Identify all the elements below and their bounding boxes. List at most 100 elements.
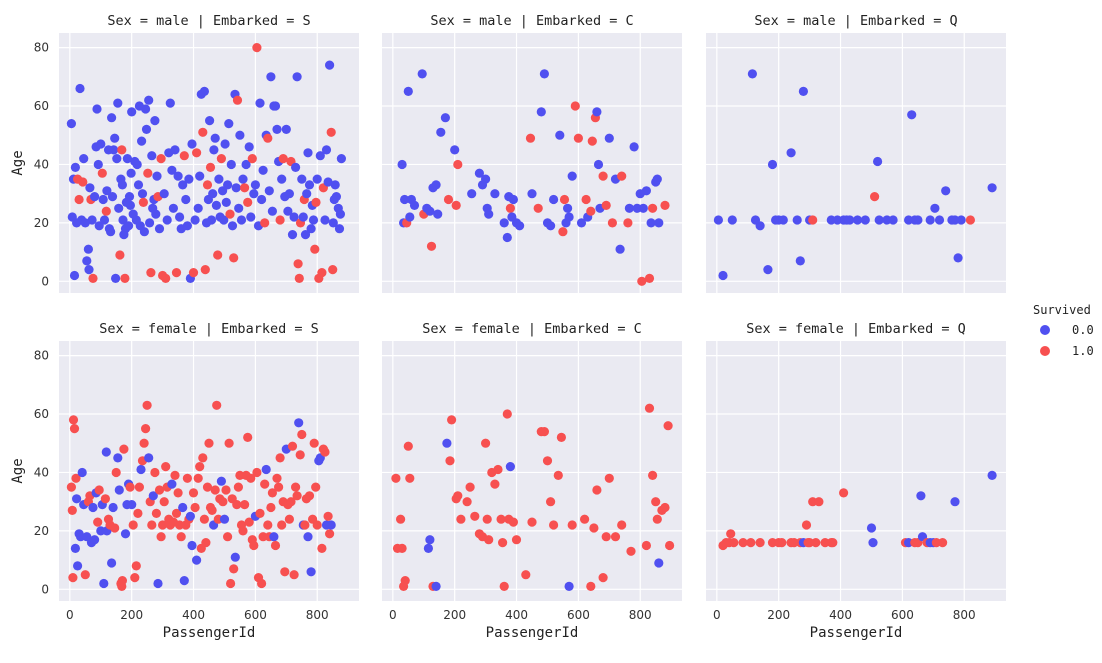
data-point-survived-1 bbox=[100, 494, 110, 504]
data-point-survived-1 bbox=[192, 148, 202, 158]
panel-sex-female-embarked-c: Sex = female | Embarked = C 0 200 400 600 800… bbox=[382, 321, 682, 641]
data-point-survived-0 bbox=[124, 221, 134, 231]
data-point-survived-0 bbox=[132, 159, 142, 170]
legend-title: Survived bbox=[1033, 303, 1091, 317]
y-axis-label: Age bbox=[10, 458, 26, 483]
panel-background bbox=[59, 33, 359, 293]
data-point-survived-0 bbox=[70, 162, 80, 172]
data-point-survived-0 bbox=[778, 215, 788, 225]
data-point-survived-0 bbox=[205, 116, 215, 126]
data-point-survived-1 bbox=[190, 502, 200, 513]
data-point-survived-1 bbox=[119, 444, 129, 454]
data-point-survived-0 bbox=[178, 502, 188, 513]
data-point-survived-0 bbox=[539, 69, 550, 79]
data-point-survived-1 bbox=[511, 535, 522, 545]
data-point-survived-0 bbox=[101, 447, 111, 457]
data-point-survived-0 bbox=[162, 215, 172, 225]
x-tick-label: 800 bbox=[629, 608, 652, 622]
scatter-points bbox=[66, 400, 336, 592]
data-point-survived-1 bbox=[660, 502, 670, 513]
data-point-survived-0 bbox=[546, 221, 556, 231]
data-point-survived-0 bbox=[99, 215, 110, 225]
data-point-survived-1 bbox=[179, 151, 189, 161]
data-point-survived-0 bbox=[874, 215, 884, 225]
y-tick-label: 20 bbox=[34, 524, 49, 538]
data-point-survived-1 bbox=[396, 514, 406, 524]
data-point-survived-1 bbox=[199, 514, 209, 524]
data-point-survived-0 bbox=[187, 139, 197, 149]
data-point-survived-1 bbox=[610, 532, 621, 542]
data-point-survived-1 bbox=[828, 538, 838, 548]
data-point-survived-1 bbox=[320, 447, 330, 457]
data-point-survived-0 bbox=[502, 232, 512, 243]
data-point-survived-1 bbox=[648, 203, 658, 213]
data-point-survived-1 bbox=[223, 532, 233, 542]
data-point-survived-0 bbox=[209, 145, 219, 155]
panel-sex-male-embarked-s: Sex = male | Embarked = S 0 20 40 60 80 Age bbox=[10, 13, 359, 293]
data-point-survived-0 bbox=[592, 107, 602, 117]
data-point-survived-0 bbox=[114, 203, 124, 213]
data-point-survived-0 bbox=[400, 194, 410, 205]
x-tick-label: 800 bbox=[306, 608, 329, 622]
data-point-survived-0 bbox=[187, 540, 197, 551]
data-point-survived-1 bbox=[542, 456, 553, 466]
data-point-survived-0 bbox=[220, 139, 230, 149]
data-point-survived-1 bbox=[755, 538, 765, 548]
data-point-survived-0 bbox=[527, 189, 537, 199]
data-point-survived-0 bbox=[845, 215, 855, 225]
data-point-survived-1 bbox=[226, 578, 236, 589]
data-point-survived-1 bbox=[117, 145, 127, 155]
data-point-survived-0 bbox=[505, 462, 515, 472]
data-point-survived-1 bbox=[229, 564, 239, 574]
data-point-survived-1 bbox=[663, 421, 673, 431]
x-tick-label: 0 bbox=[66, 608, 74, 622]
data-point-survived-1 bbox=[293, 259, 303, 269]
data-point-survived-1 bbox=[130, 573, 140, 583]
panel-background bbox=[59, 341, 359, 601]
data-point-survived-0 bbox=[331, 192, 341, 202]
panel-sex-male-embarked-c: Sex = male | Embarked = C bbox=[382, 13, 682, 293]
data-point-survived-1 bbox=[453, 491, 463, 501]
data-point-survived-0 bbox=[113, 98, 123, 108]
panel-background bbox=[382, 341, 682, 601]
data-point-survived-1 bbox=[128, 520, 138, 530]
data-point-survived-1 bbox=[224, 438, 234, 448]
data-point-survived-0 bbox=[235, 130, 245, 140]
data-point-survived-1 bbox=[274, 482, 284, 492]
data-point-survived-0 bbox=[75, 83, 85, 94]
data-point-survived-0 bbox=[195, 171, 205, 181]
data-point-survived-1 bbox=[592, 485, 602, 495]
data-point-survived-0 bbox=[159, 189, 169, 199]
data-point-survived-0 bbox=[139, 227, 149, 237]
scatter-points bbox=[718, 470, 997, 551]
data-point-survived-0 bbox=[219, 514, 230, 524]
data-point-survived-1 bbox=[213, 250, 223, 260]
data-point-survived-0 bbox=[106, 227, 116, 237]
data-point-survived-0 bbox=[147, 151, 157, 161]
data-point-survived-0 bbox=[117, 180, 127, 190]
data-point-survived-1 bbox=[143, 168, 153, 178]
data-point-survived-1 bbox=[188, 268, 199, 278]
data-point-survived-1 bbox=[601, 200, 611, 210]
data-point-survived-0 bbox=[298, 212, 308, 222]
data-point-survived-1 bbox=[470, 511, 480, 521]
x-tick-label: 800 bbox=[953, 608, 976, 622]
data-point-survived-0 bbox=[83, 244, 93, 254]
data-point-survived-1 bbox=[496, 514, 506, 524]
data-point-survived-0 bbox=[563, 203, 573, 213]
y-tick-label: 60 bbox=[34, 99, 49, 113]
panel-title: Sex = female | Embarked = C bbox=[422, 321, 641, 337]
data-point-survived-1 bbox=[726, 529, 736, 539]
data-point-survived-0 bbox=[852, 215, 863, 225]
data-point-survived-1 bbox=[243, 432, 253, 442]
x-tick-label: 400 bbox=[505, 608, 528, 622]
panels-layer: Sex = male | Embarked = S020406080AgeSex… bbox=[10, 13, 1006, 641]
data-point-survived-1 bbox=[729, 538, 739, 548]
data-point-survived-1 bbox=[204, 438, 214, 448]
data-point-survived-1 bbox=[570, 101, 580, 111]
data-point-survived-0 bbox=[515, 221, 525, 231]
data-point-survived-0 bbox=[165, 98, 175, 108]
data-point-survived-0 bbox=[615, 244, 625, 254]
data-point-survived-1 bbox=[660, 200, 670, 210]
data-point-survived-0 bbox=[312, 174, 322, 184]
